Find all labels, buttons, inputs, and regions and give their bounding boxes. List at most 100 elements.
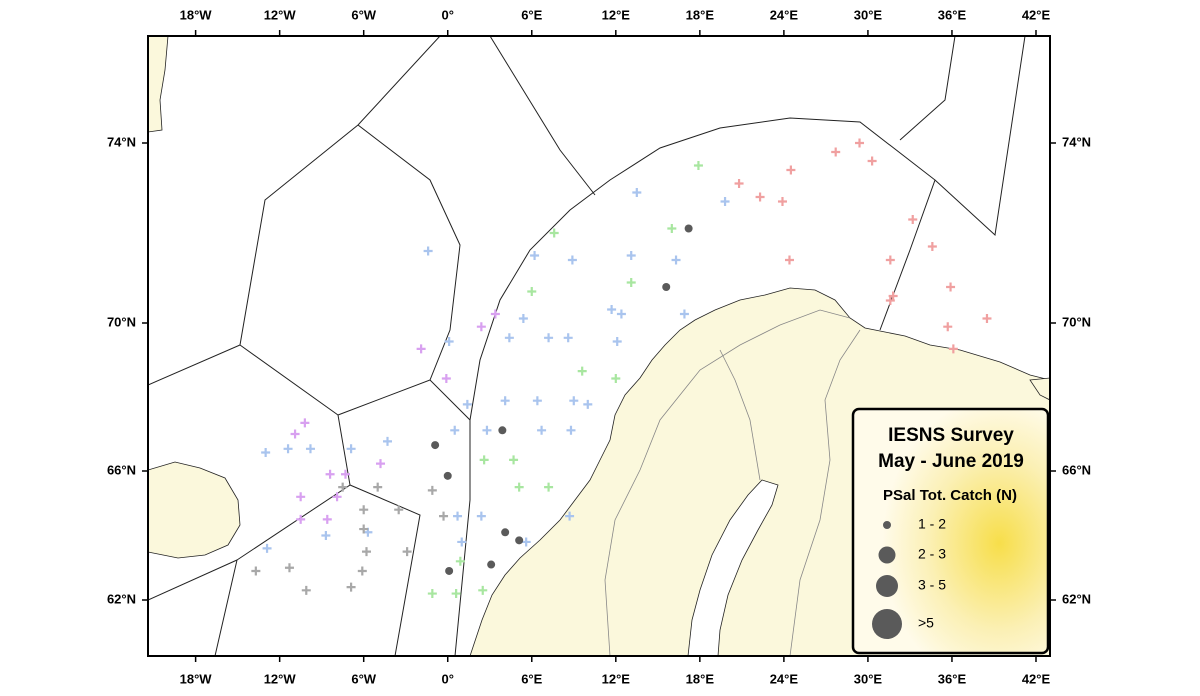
station-cross: [786, 165, 796, 175]
station-cross: [453, 511, 463, 521]
x-tick-label: 12°E: [602, 7, 631, 22]
y-tick-label: 66°N: [1062, 462, 1091, 477]
station-cross: [423, 246, 433, 256]
station-cross: [321, 531, 331, 540]
legend-items: 1 - 2 2 - 3 3 - 5 >5: [872, 516, 946, 639]
station-cross: [544, 333, 554, 343]
station-cross: [566, 425, 576, 435]
catch-point: [515, 536, 524, 545]
station-cross: [357, 566, 367, 576]
y-tick-label: 74°N: [1062, 134, 1091, 149]
station-cross: [500, 396, 510, 406]
station-cross: [284, 563, 294, 573]
y-tick-label: 66°N: [107, 462, 136, 477]
station-cross: [301, 585, 311, 595]
legend-symbol: [878, 546, 896, 564]
station-cross: [427, 589, 437, 599]
x-tick-label: 24°E: [770, 7, 799, 22]
station-cross: [462, 399, 472, 409]
x-tick-label: 36°E: [938, 671, 967, 686]
station-cross: [755, 192, 765, 202]
gulf-of-bothnia: [687, 479, 779, 656]
station-cross: [583, 399, 593, 409]
y-tick-label: 62°N: [1062, 591, 1091, 606]
station-cross: [338, 482, 348, 492]
zone-boundary: [349, 484, 421, 656]
station-cross: [305, 444, 315, 454]
catch-point: [431, 441, 440, 450]
x-tick-label: 0°: [442, 7, 454, 22]
station-cross: [777, 197, 787, 206]
station-cross: [855, 138, 865, 148]
station-cross: [982, 314, 992, 323]
station-cross: [626, 278, 636, 287]
station-cross: [927, 242, 937, 251]
country-border: [719, 349, 761, 481]
station-cross: [784, 255, 794, 265]
catch-point: [501, 528, 510, 537]
x-tick-label: 36°E: [938, 7, 967, 22]
station-cross: [322, 514, 332, 524]
station-cross: [490, 309, 500, 319]
station-cross: [527, 287, 537, 296]
station-cross: [332, 492, 342, 502]
x-tick-label: 30°E: [854, 671, 883, 686]
x-tick-label: 6°W: [351, 671, 376, 686]
x-tick-label: 42°E: [1022, 7, 1051, 22]
zone-boundary: [429, 379, 471, 656]
x-tick-label: 12°W: [264, 671, 297, 686]
x-tick-label: 6°W: [351, 7, 376, 22]
station-cross: [607, 305, 617, 314]
y-tick-label: 62°N: [107, 591, 136, 606]
station-cross: [693, 161, 703, 170]
station-cross: [616, 309, 626, 319]
legend-label: 1 - 2: [918, 516, 946, 532]
station-cross: [679, 309, 689, 319]
station-cross: [451, 589, 461, 599]
station-cross: [482, 425, 492, 435]
station-cross: [734, 179, 744, 188]
station-cross: [340, 469, 350, 479]
station-cross: [478, 585, 488, 595]
station-cross: [626, 251, 636, 260]
station-cross: [632, 188, 642, 197]
station-cross: [885, 255, 895, 265]
station-cross: [948, 344, 958, 354]
legend-title: IESNS Survey: [888, 425, 1014, 446]
zone-boundary: [934, 36, 1026, 237]
station-cross: [261, 448, 271, 457]
greenland: [148, 36, 169, 133]
x-tick-label: 6°E: [521, 7, 542, 22]
stations: [251, 138, 992, 599]
station-cross: [567, 255, 577, 265]
station-cross: [569, 396, 579, 406]
station-cross: [290, 429, 300, 439]
station-cross: [283, 444, 293, 454]
station-cross: [441, 374, 451, 383]
x-tick-label: 24°E: [770, 671, 799, 686]
legend: IESNS Survey May - June 2019 PSal Tot. C…: [851, 407, 1050, 655]
station-cross: [373, 482, 383, 492]
legend-heading: PSal Tot. Catch (N): [883, 487, 1017, 504]
catch-point: [498, 426, 507, 435]
y-tick-label: 74°N: [107, 134, 136, 149]
station-cross: [521, 537, 531, 547]
x-tick-label: 30°E: [854, 7, 883, 22]
station-cross: [359, 505, 369, 515]
catch-point: [684, 224, 693, 233]
x-tick-label: 18°W: [180, 7, 213, 22]
station-cross: [565, 511, 575, 521]
legend-symbol: [883, 521, 891, 529]
legend-subtitle: May - June 2019: [878, 451, 1024, 472]
station-cross: [476, 511, 486, 521]
station-cross: [831, 147, 841, 157]
y-tick-label: 70°N: [1062, 314, 1091, 329]
catch-point: [487, 560, 496, 569]
station-cross: [667, 224, 677, 233]
station-cross: [416, 344, 426, 354]
station-cross: [479, 455, 489, 465]
x-tick-label: 42°E: [1022, 671, 1051, 686]
station-cross: [450, 425, 460, 435]
svalbard-edge: [1029, 377, 1050, 401]
